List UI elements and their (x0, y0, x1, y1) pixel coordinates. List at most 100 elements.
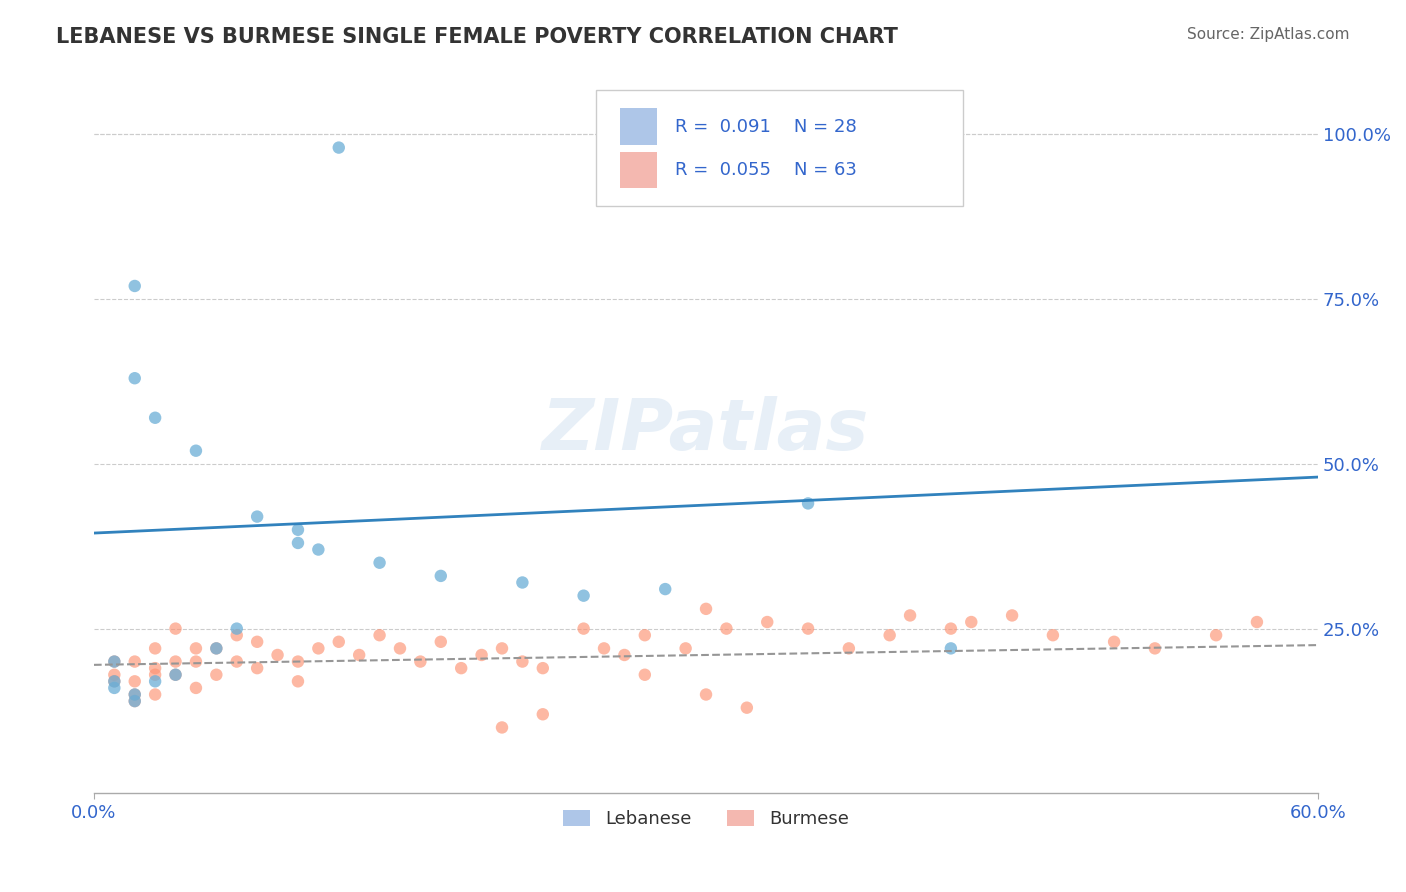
Point (225, 628, 247, 642)
Text: Source: ZipAtlas.com: Source: ZipAtlas.com (1187, 27, 1350, 42)
Point (246, 661, 269, 675)
Point (512, 655, 534, 669)
Point (143, 661, 166, 675)
Point (124, 371, 146, 385)
Point (491, 721, 513, 735)
Point (165, 655, 187, 669)
Point (124, 688, 146, 702)
Point (531, 661, 554, 675)
Point (184, 681, 207, 695)
Point (1143, 641, 1166, 656)
Point (103, 655, 125, 669)
Point (165, 622, 187, 636)
Point (695, 688, 717, 702)
Point (246, 509, 269, 524)
Point (124, 674, 146, 689)
Point (205, 641, 228, 656)
Point (675, 147, 697, 161)
Point (287, 536, 309, 550)
Point (328, 140, 350, 154)
Text: R =  0.091    N = 28: R = 0.091 N = 28 (675, 118, 858, 136)
Point (838, 641, 860, 656)
FancyBboxPatch shape (620, 109, 657, 145)
Point (572, 622, 595, 636)
Point (124, 688, 146, 702)
Point (939, 622, 962, 636)
Point (716, 622, 738, 636)
Point (124, 694, 146, 708)
Point (1205, 628, 1227, 642)
Point (225, 655, 247, 669)
Point (307, 542, 329, 557)
Point (103, 681, 125, 695)
Point (328, 634, 350, 648)
Point (1001, 608, 1024, 623)
FancyBboxPatch shape (596, 90, 963, 206)
Point (143, 688, 166, 702)
Point (307, 641, 329, 656)
Point (756, 615, 779, 629)
Point (266, 648, 288, 662)
Point (103, 674, 125, 689)
Point (287, 674, 309, 689)
Point (165, 667, 187, 681)
Point (368, 556, 391, 570)
Point (735, 700, 758, 714)
Point (613, 648, 636, 662)
Point (898, 608, 921, 623)
Point (654, 582, 676, 596)
Point (430, 569, 453, 583)
Point (124, 694, 146, 708)
Point (287, 655, 309, 669)
Point (430, 634, 453, 648)
Point (184, 443, 207, 458)
Point (409, 655, 432, 669)
Point (593, 641, 616, 656)
Point (225, 622, 247, 636)
Point (960, 615, 983, 629)
Point (1246, 615, 1268, 629)
Point (634, 628, 657, 642)
Point (103, 655, 125, 669)
Legend: Lebanese, Burmese: Lebanese, Burmese (557, 802, 856, 835)
Point (103, 667, 125, 681)
Point (165, 667, 187, 681)
Point (205, 667, 228, 681)
Point (634, 147, 657, 161)
Point (939, 641, 962, 656)
Point (368, 628, 391, 642)
Point (124, 279, 146, 293)
Text: R =  0.055    N = 63: R = 0.055 N = 63 (675, 161, 858, 179)
Point (143, 410, 166, 425)
Point (124, 655, 146, 669)
Text: LEBANESE VS BURMESE SINGLE FEMALE POVERTY CORRELATION CHART: LEBANESE VS BURMESE SINGLE FEMALE POVERT… (56, 27, 898, 46)
Point (491, 641, 513, 656)
Point (797, 622, 820, 636)
Point (450, 661, 472, 675)
Point (512, 575, 534, 590)
Point (879, 628, 901, 642)
Point (143, 674, 166, 689)
Point (695, 147, 717, 161)
Point (1042, 628, 1064, 642)
Point (103, 674, 125, 689)
Text: ZIPatlas: ZIPatlas (543, 396, 870, 466)
Point (695, 602, 717, 616)
Point (347, 648, 370, 662)
Point (287, 523, 309, 537)
Point (572, 589, 595, 603)
Point (797, 496, 820, 510)
Point (184, 641, 207, 656)
Point (531, 707, 554, 722)
Point (184, 655, 207, 669)
Point (1102, 634, 1125, 648)
Point (471, 648, 494, 662)
Point (675, 641, 697, 656)
FancyBboxPatch shape (620, 152, 657, 188)
Point (143, 667, 166, 681)
Point (246, 634, 269, 648)
Point (205, 641, 228, 656)
Point (143, 641, 166, 656)
Point (388, 641, 411, 656)
Point (634, 667, 657, 681)
